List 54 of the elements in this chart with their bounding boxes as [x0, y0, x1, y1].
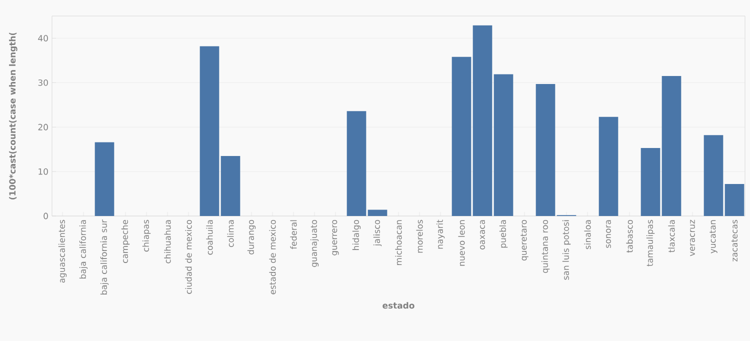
bar	[536, 84, 556, 216]
y-tick-label: 40	[38, 35, 48, 42]
x-tick-label: durango	[247, 220, 256, 254]
x-tick-label: guanajuato	[310, 220, 319, 267]
x-tick-label: federal	[290, 220, 297, 250]
x-tick-label: michoacan	[395, 220, 402, 265]
x-tick-label: tamaulipas	[646, 220, 655, 266]
x-tick-label: sinaloa	[584, 220, 591, 250]
x-tick-label: chihuahua	[164, 220, 171, 264]
y-tick-label: 20	[38, 124, 48, 130]
bar	[220, 156, 240, 216]
bar	[494, 74, 514, 216]
x-tick-label: yucatan	[710, 220, 718, 254]
x-tick-label: baja california	[79, 220, 88, 279]
x-tick-label: chiapas	[142, 220, 151, 252]
bar	[94, 142, 114, 216]
x-axis-title: estado	[382, 302, 414, 309]
x-tick-label: san luis potosi	[562, 220, 571, 280]
x-tick-label: baja california sur	[100, 220, 109, 294]
y-tick-label: 10	[38, 168, 48, 175]
y-tick-label: 0	[44, 212, 48, 220]
x-tick-label: jalisco	[373, 220, 382, 246]
bar	[640, 148, 660, 216]
x-tick-label: oaxaca	[480, 220, 485, 250]
bar	[200, 46, 220, 216]
x-tick-label: campeche	[121, 220, 130, 263]
x-tick-label: ciudad de mexico	[185, 220, 192, 294]
x-tick-label: colima	[227, 220, 234, 248]
bar	[724, 184, 744, 216]
y-axis-title: (100*cast(count(case when length(	[9, 32, 18, 200]
x-tick-label: quintana roo	[541, 220, 550, 273]
bar	[368, 210, 388, 216]
bar	[704, 135, 724, 216]
x-tick-label: morelos	[416, 220, 423, 253]
x-tick-label: tabasco	[626, 220, 633, 253]
x-tick-label: queretaro	[520, 220, 528, 260]
x-tick-label: sonora	[606, 220, 611, 248]
x-tick-label: estado de mexico	[269, 220, 276, 294]
x-tick-label: veracruz	[690, 220, 695, 256]
x-tick-label: coahuila	[206, 220, 213, 255]
x-tick-label: zacatecas	[731, 220, 738, 262]
bar	[472, 25, 492, 216]
x-tick-label: puebla	[499, 220, 508, 248]
bar	[452, 56, 472, 216]
x-tick-label: aguascalientes	[58, 220, 67, 283]
x-tick-label: nayarit	[436, 220, 445, 249]
y-tick-label: 30	[38, 79, 48, 86]
x-tick-label: hidalgo	[352, 220, 361, 250]
bar	[346, 111, 366, 216]
x-tick-label: guerrero	[332, 220, 339, 256]
x-tick-label: tlaxcala	[668, 220, 675, 252]
x-tick-label: nuevo leon	[458, 220, 465, 266]
bar	[662, 76, 682, 216]
bar	[598, 116, 618, 216]
